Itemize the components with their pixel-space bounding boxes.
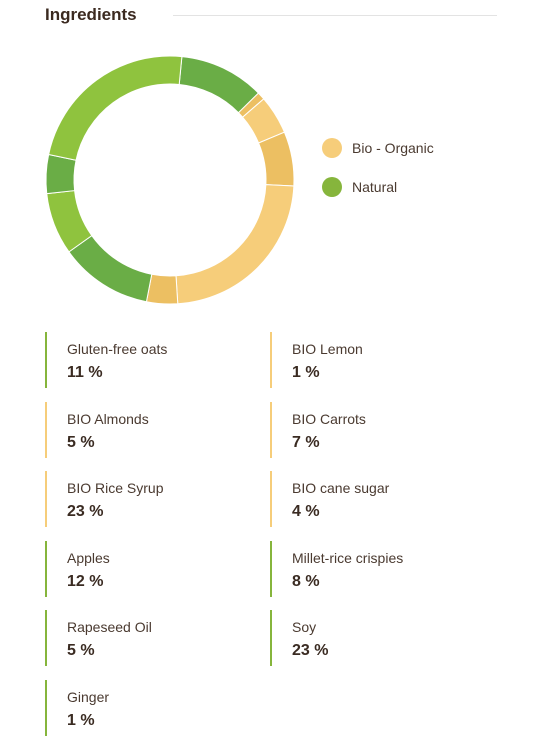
ingredient-percent: 23 % bbox=[67, 503, 104, 520]
ingredient-percent: 5 % bbox=[67, 642, 95, 659]
ingredients-header: Ingredients bbox=[45, 4, 497, 28]
ingredient-name: Apples bbox=[67, 549, 110, 566]
donut-slice-soy bbox=[48, 55, 183, 161]
ingredient-name: BIO Carrots bbox=[292, 410, 366, 427]
legend-swatch-organic bbox=[322, 138, 342, 158]
ingredient-item: BIO Almonds 5 % bbox=[45, 401, 255, 458]
donut-slice-apples bbox=[68, 234, 153, 303]
section-title: Ingredients bbox=[45, 4, 145, 26]
ingredient-item: BIO Rice Syrup 23 % bbox=[45, 471, 255, 527]
ingredient-item: Ginger 1 % bbox=[45, 679, 255, 736]
ingredient-item: Rapeseed Oil 5 % bbox=[45, 610, 255, 666]
donut-slice-bio-carrots bbox=[257, 131, 295, 187]
donut-slice-rapeseed-oil bbox=[45, 153, 77, 195]
ingredient-item: Soy 23 % bbox=[270, 610, 480, 666]
ingredient-name: Rapeseed Oil bbox=[67, 619, 152, 635]
header-divider bbox=[173, 15, 497, 16]
legend-item-organic: Bio - Organic bbox=[322, 138, 434, 158]
legend-swatch-natural bbox=[322, 177, 342, 197]
ingredient-item: Millet-rice crispies 8 % bbox=[270, 540, 480, 597]
ingredient-percent: 5 % bbox=[67, 433, 95, 451]
legend-label-natural: Natural bbox=[352, 179, 398, 195]
ingredient-name: Ginger bbox=[67, 688, 110, 705]
ingredient-item: Gluten-free oats 11 % bbox=[45, 332, 255, 388]
ingredient-name: BIO Almonds bbox=[67, 410, 149, 427]
ingredient-percent: 1 % bbox=[292, 364, 320, 381]
ingredient-item: BIO Carrots 7 % bbox=[270, 401, 480, 458]
ingredient-name: BIO cane sugar bbox=[292, 480, 390, 496]
ingredient-percent: 8 % bbox=[292, 572, 320, 590]
ingredient-item: BIO cane sugar 4 % bbox=[270, 471, 480, 527]
legend-label-organic: Bio - Organic bbox=[352, 140, 434, 156]
ingredient-percent: 7 % bbox=[292, 433, 320, 451]
ingredient-name: BIO Rice Syrup bbox=[67, 480, 164, 496]
ingredient-item: BIO Lemon 1 % bbox=[270, 332, 480, 388]
ingredient-percent: 23 % bbox=[292, 642, 329, 659]
donut-slice-bio-rice-syrup bbox=[175, 184, 295, 305]
legend-item-natural: Natural bbox=[322, 177, 434, 197]
chart-legend: Bio - Organic Natural bbox=[322, 138, 434, 216]
ingredient-name: Gluten-free oats bbox=[67, 341, 168, 357]
ingredient-name: BIO Lemon bbox=[292, 341, 363, 357]
ingredient-percent: 12 % bbox=[67, 572, 104, 590]
ingredient-percent: 4 % bbox=[292, 503, 320, 520]
ingredient-item: Apples 12 % bbox=[45, 540, 255, 597]
ingredient-percent: 11 % bbox=[67, 364, 103, 381]
ingredients-donut-chart bbox=[45, 55, 295, 305]
ingredient-name: Millet-rice crispies bbox=[292, 549, 404, 566]
ingredient-percent: 1 % bbox=[67, 711, 95, 729]
ingredient-name: Soy bbox=[292, 619, 317, 635]
